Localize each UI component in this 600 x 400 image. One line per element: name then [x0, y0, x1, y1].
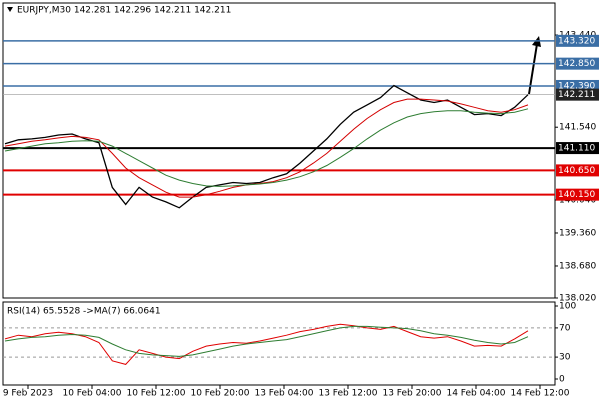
series-line	[4, 108, 529, 187]
x-tick-label: 9 Feb 2023	[3, 389, 53, 399]
rsi-title: RSI(14) 65.5528 ->MA(7) 66.0641	[7, 307, 161, 317]
y-tick-label: 100	[559, 302, 576, 312]
x-tick-label: 10 Feb 04:00	[62, 389, 121, 399]
y-tick-label: 141.540	[559, 123, 596, 133]
last-price-box	[556, 88, 599, 101]
chart-title: EURJPY,M30 142.281 142.296 142.211 142.2…	[17, 6, 231, 16]
level-label-box	[556, 188, 599, 201]
level-label: 142.850	[558, 59, 595, 69]
x-tick-label: 14 Feb 12:00	[510, 389, 569, 399]
y-tick-label: 0	[559, 375, 565, 385]
main-panel	[2, 2, 556, 299]
series-line	[4, 84, 529, 209]
x-tick-label: 10 Feb 20:00	[190, 389, 249, 399]
x-tick-label: 13 Feb 04:00	[254, 389, 313, 399]
y-tick-label: 139.360	[559, 228, 596, 238]
last-price-label: 142.211	[558, 90, 595, 100]
x-tick-label: 14 Feb 04:00	[446, 389, 505, 399]
level-label: 140.650	[558, 166, 595, 176]
x-tick-label: 13 Feb 20:00	[382, 389, 441, 399]
level-label: 141.110	[558, 144, 595, 154]
level-label-box	[556, 57, 599, 70]
y-tick-label: 30	[559, 353, 571, 363]
series-line	[4, 323, 529, 365]
y-tick-label: 138.680	[559, 261, 596, 271]
level-label: 140.150	[558, 190, 595, 200]
level-label-box	[556, 142, 599, 155]
rsi-panel	[2, 301, 556, 386]
level-label: 142.390	[558, 81, 595, 91]
level-label-box	[556, 34, 599, 47]
level-label-box	[556, 164, 599, 177]
series-line	[4, 325, 529, 357]
symbol-icon	[7, 7, 13, 12]
level-label: 143.320	[558, 36, 595, 46]
y-tick-label: 70	[559, 323, 571, 333]
x-tick-label: 10 Feb 12:00	[126, 389, 185, 399]
y-tick-label: 138.020	[559, 294, 596, 304]
x-tick-label: 13 Feb 12:00	[318, 389, 377, 399]
series-line	[4, 98, 529, 198]
